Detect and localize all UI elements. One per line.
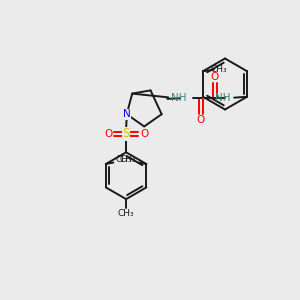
Text: CH₃: CH₃ (120, 155, 136, 164)
Text: CH₃: CH₃ (116, 155, 132, 164)
Text: CH₃: CH₃ (211, 65, 227, 74)
Text: O: O (104, 129, 112, 139)
Text: O: O (196, 115, 205, 125)
Text: O: O (140, 129, 148, 139)
Text: N: N (123, 109, 130, 119)
Text: NH: NH (171, 93, 186, 103)
Text: CH₃: CH₃ (118, 209, 134, 218)
Text: S: S (122, 127, 130, 140)
Text: O: O (211, 72, 219, 82)
Text: NH: NH (215, 93, 231, 103)
